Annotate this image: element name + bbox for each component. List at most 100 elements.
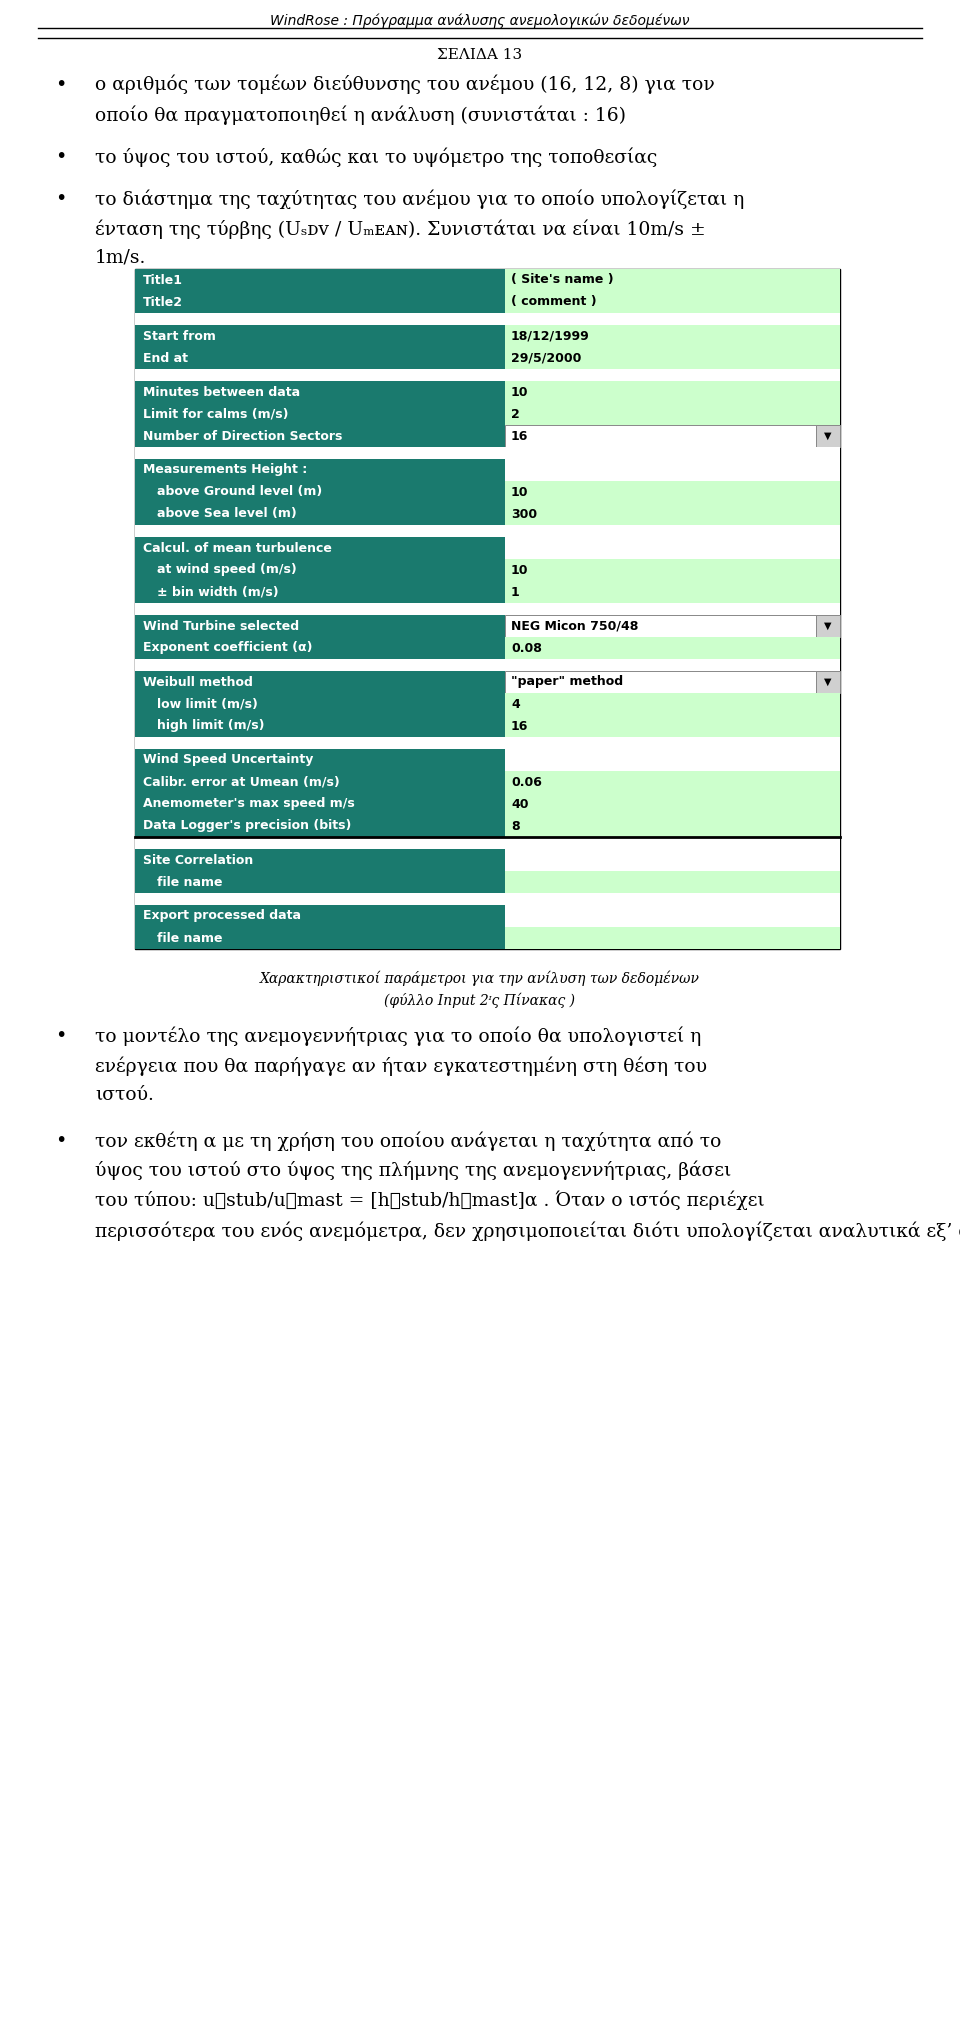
Bar bbox=[816, 424, 840, 446]
Text: Calibr. error at Umean (m/s): Calibr. error at Umean (m/s) bbox=[143, 776, 340, 788]
Text: τον εκθέτη α με τη χρήση του οποίου ανάγεται η ταχύτητα από το: τον εκθέτη α με τη χρήση του οποίου ανάγ… bbox=[95, 1131, 721, 1151]
Bar bbox=[505, 905, 840, 927]
Text: WindRose : Πρόγραμμα ανάλυσης ανεμολογικών δεδομένων: WindRose : Πρόγραμμα ανάλυσης ανεμολογικ… bbox=[271, 14, 689, 28]
Bar bbox=[505, 614, 816, 636]
Text: low limit (m/s): low limit (m/s) bbox=[157, 697, 258, 711]
Text: 0.08: 0.08 bbox=[511, 642, 541, 654]
Bar bbox=[135, 424, 505, 446]
Bar bbox=[135, 325, 505, 347]
Text: Number of Direction Sectors: Number of Direction Sectors bbox=[143, 430, 343, 442]
Text: ▼: ▼ bbox=[825, 677, 831, 687]
Bar bbox=[135, 772, 505, 794]
Text: •: • bbox=[55, 1026, 66, 1044]
Text: ▼: ▼ bbox=[825, 620, 831, 630]
Bar bbox=[505, 291, 840, 313]
Bar bbox=[505, 871, 840, 893]
Bar bbox=[505, 749, 840, 772]
Text: ο αριθμός των τομέων διεύθυνσης του ανέμου (16, 12, 8) για τον: ο αριθμός των τομέων διεύθυνσης του ανέμ… bbox=[95, 75, 715, 95]
Bar bbox=[505, 582, 840, 604]
Text: ▼: ▼ bbox=[825, 430, 831, 440]
Text: ( comment ): ( comment ) bbox=[511, 295, 596, 309]
Text: ενέργεια που θα παρήγαγε αν ήταν εγκατεστημένη στη θέση του: ενέργεια που θα παρήγαγε αν ήταν εγκατεσ… bbox=[95, 1056, 707, 1075]
Bar bbox=[816, 614, 840, 636]
Text: (φύλλο Input 2ᶦς Πίνακας ): (φύλλο Input 2ᶦς Πίνακας ) bbox=[385, 994, 575, 1008]
Text: Site Correlation: Site Correlation bbox=[143, 854, 253, 867]
Bar bbox=[135, 871, 505, 893]
Text: file name: file name bbox=[157, 931, 223, 945]
Bar bbox=[135, 814, 505, 836]
Bar bbox=[505, 424, 816, 446]
Bar bbox=[135, 560, 505, 582]
Text: Title2: Title2 bbox=[143, 295, 183, 309]
Text: το ύψος του ιστού, καθώς και το υψόμετρο της τοποθεσίας: το ύψος του ιστού, καθώς και το υψόμετρο… bbox=[95, 147, 658, 166]
Bar bbox=[135, 715, 505, 737]
Text: above Sea level (m): above Sea level (m) bbox=[157, 507, 297, 521]
Text: 1m/s.: 1m/s. bbox=[95, 248, 146, 267]
Text: Start from: Start from bbox=[143, 329, 216, 343]
Bar bbox=[135, 671, 505, 693]
Text: at wind speed (m/s): at wind speed (m/s) bbox=[157, 564, 297, 576]
Text: "paper" method: "paper" method bbox=[511, 675, 623, 689]
Bar bbox=[505, 560, 840, 582]
Text: 0.06: 0.06 bbox=[511, 776, 541, 788]
Text: ΣΕΛΙΔΑ 13: ΣΕΛΙΔΑ 13 bbox=[438, 48, 522, 63]
Text: ± bin width (m/s): ± bin width (m/s) bbox=[157, 586, 278, 598]
Text: Calcul. of mean turbulence: Calcul. of mean turbulence bbox=[143, 541, 332, 556]
Text: του τύπου: u˾stub/u˾mast = [h˾stub/h˾mast]α . Όταν ο ιστός περιέχει: του τύπου: u˾stub/u˾mast = [h˾stub/h˾mas… bbox=[95, 1192, 764, 1210]
Bar bbox=[135, 749, 505, 772]
Bar bbox=[135, 737, 840, 749]
Text: 16: 16 bbox=[511, 719, 528, 733]
Text: End at: End at bbox=[143, 351, 188, 364]
Text: 40: 40 bbox=[511, 798, 529, 810]
Text: 16: 16 bbox=[511, 430, 528, 442]
Text: ύψος του ιστού στο ύψος της πλήμνης της ανεμογεννήτριας, βάσει: ύψος του ιστού στο ύψος της πλήμνης της … bbox=[95, 1162, 732, 1180]
Bar bbox=[135, 636, 505, 659]
Bar bbox=[505, 772, 840, 794]
Text: •: • bbox=[55, 75, 66, 95]
Bar bbox=[505, 325, 840, 347]
Text: Title1: Title1 bbox=[143, 273, 183, 287]
Text: 8: 8 bbox=[511, 820, 519, 832]
Bar bbox=[505, 404, 840, 424]
Bar bbox=[135, 481, 505, 503]
Bar bbox=[135, 614, 505, 636]
Bar bbox=[135, 269, 505, 291]
Bar bbox=[135, 503, 505, 525]
Bar bbox=[135, 347, 505, 370]
Text: high limit (m/s): high limit (m/s) bbox=[157, 719, 265, 733]
Bar bbox=[135, 693, 505, 715]
Text: above Ground level (m): above Ground level (m) bbox=[157, 485, 323, 499]
Bar bbox=[505, 636, 840, 659]
Bar bbox=[135, 291, 505, 313]
Text: 10: 10 bbox=[511, 386, 529, 398]
Bar bbox=[505, 382, 840, 404]
Bar bbox=[505, 481, 840, 503]
Bar bbox=[135, 893, 840, 905]
Text: Measurements Height :: Measurements Height : bbox=[143, 463, 307, 477]
Text: 4: 4 bbox=[511, 697, 519, 711]
Bar bbox=[505, 459, 840, 481]
Text: •: • bbox=[55, 147, 66, 166]
Bar bbox=[135, 659, 840, 671]
Bar bbox=[135, 836, 840, 848]
Bar bbox=[135, 604, 840, 614]
Bar bbox=[135, 404, 505, 424]
Text: •: • bbox=[55, 190, 66, 208]
Bar bbox=[135, 525, 840, 537]
Text: Wind Speed Uncertainty: Wind Speed Uncertainty bbox=[143, 753, 313, 766]
Bar bbox=[505, 347, 840, 370]
Text: Wind Turbine selected: Wind Turbine selected bbox=[143, 620, 300, 632]
Bar bbox=[135, 313, 840, 325]
Bar bbox=[505, 794, 840, 814]
Bar bbox=[135, 927, 505, 949]
Bar bbox=[135, 794, 505, 814]
Text: NEG Micon 750/48: NEG Micon 750/48 bbox=[511, 620, 638, 632]
Bar bbox=[505, 848, 840, 871]
Bar bbox=[505, 927, 840, 949]
Bar bbox=[505, 503, 840, 525]
Text: Exponent coefficient (α): Exponent coefficient (α) bbox=[143, 642, 313, 654]
Text: το διάστημα της ταχύτητας του ανέμου για το οποίο υπολογίζεται η: το διάστημα της ταχύτητας του ανέμου για… bbox=[95, 190, 744, 208]
Text: •: • bbox=[55, 1131, 66, 1149]
Text: file name: file name bbox=[157, 875, 223, 889]
Bar bbox=[135, 446, 840, 459]
